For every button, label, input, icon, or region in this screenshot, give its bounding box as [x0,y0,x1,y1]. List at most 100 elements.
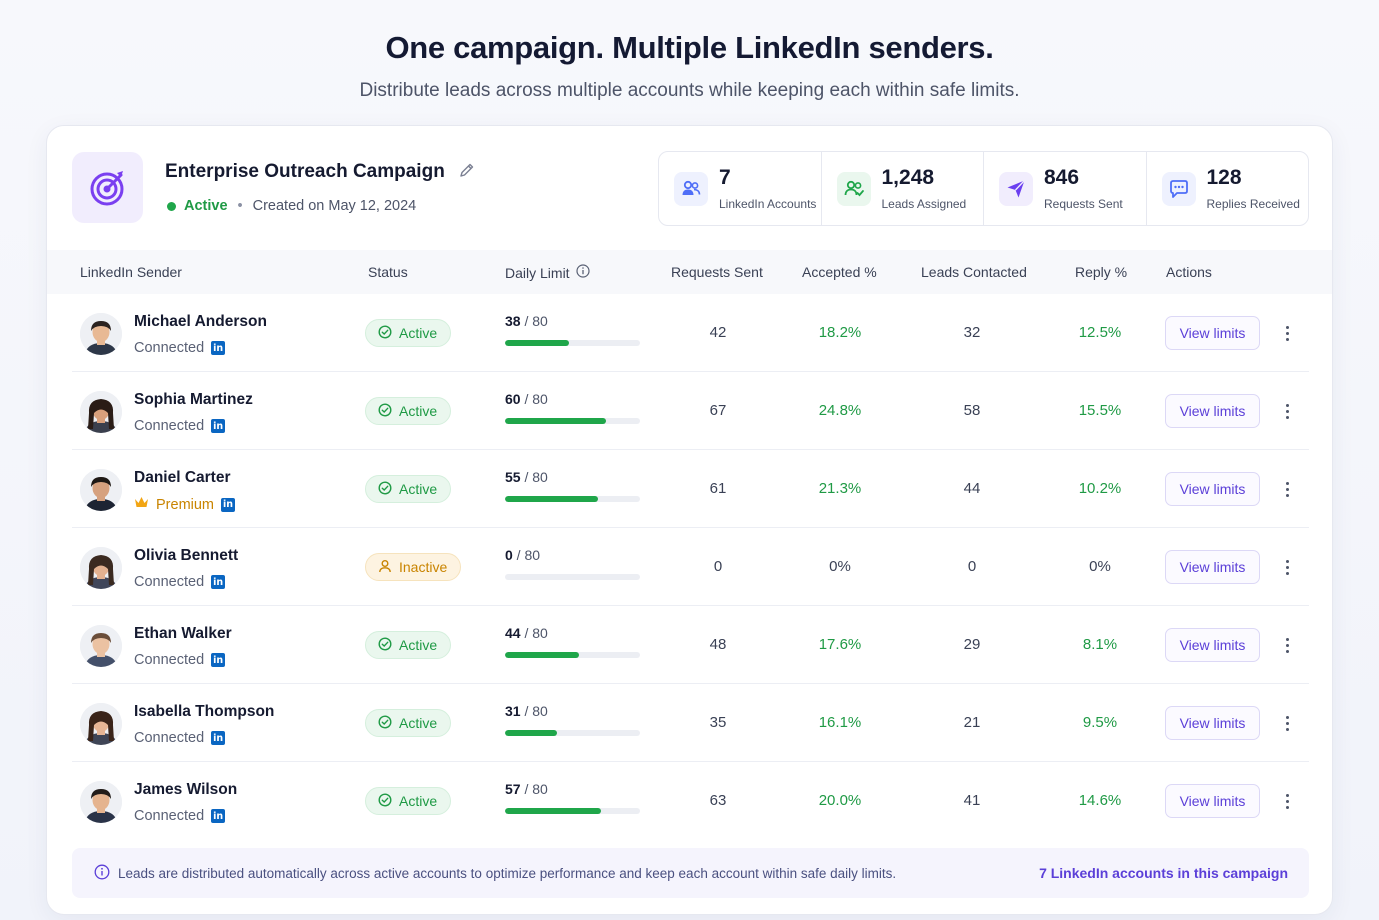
sender-name[interactable]: Michael Anderson [134,313,267,330]
stat-label: LinkedIn Accounts [719,196,817,211]
separator-dot: • [237,198,243,214]
header-daily-label: Daily Limit [505,264,570,281]
campaign-status: Active [184,198,228,214]
sender-name[interactable]: Ethan Walker [134,625,232,642]
header-sender[interactable]: LinkedIn Sender [80,264,182,280]
header-requests[interactable]: Requests Sent [671,264,763,280]
avatar [80,781,122,823]
reply-rate: 0% [1089,558,1111,575]
avatar [80,703,122,745]
sender-substatus: Connected in [134,340,226,356]
accepted-rate: 0% [829,558,851,575]
sender-substatus: Connected in [134,808,226,824]
linkedin-icon[interactable]: in [211,653,226,667]
daily-max: 80 [532,469,548,485]
linkedin-icon[interactable]: in [211,731,226,745]
more-vertical-icon[interactable] [1280,475,1294,503]
table-row: Isabella Thompson Connected in Active 31 / 8… [72,684,1309,762]
daily-limit-text: 31 / 80 [505,703,548,719]
sender-substatus-label: Connected [134,652,205,668]
sender-substatus: Premium in [134,496,236,513]
daily-limit-fill [505,652,580,658]
requests-sent: 42 [709,324,727,341]
avatar [80,469,122,511]
avatar [80,625,122,667]
more-vertical-icon[interactable] [1280,709,1294,737]
sender-name[interactable]: Sophia Martinez [134,391,253,408]
sender-name[interactable]: Daniel Carter [134,469,231,486]
view-limits-button[interactable]: View limits [1165,316,1260,350]
campaign-name: Enterprise Outreach Campaign [165,161,445,182]
linkedin-icon[interactable]: in [211,575,226,589]
view-limits-button[interactable]: View limits [1165,628,1260,662]
header-status[interactable]: Status [368,264,408,280]
view-limits-button[interactable]: View limits [1165,706,1260,740]
status-badge: Active [365,709,452,737]
chat-icon [1161,171,1196,206]
daily-used: 44 [505,625,521,641]
table-row: Olivia Bennett Connected in Inactive 0 / 80 0… [72,528,1309,606]
more-vertical-icon[interactable] [1280,553,1294,581]
linkedin-icon[interactable]: in [211,809,226,823]
daily-limit-fill [505,808,602,814]
view-limits-button[interactable]: View limits [1165,472,1260,506]
status-badge: Active [365,631,452,659]
linkedin-icon[interactable]: in [221,497,236,512]
stat-linkedin-accounts: 7 LinkedIn Accounts [659,152,822,225]
sender-substatus: Connected in [134,652,226,668]
accepted-rate: 21.3% [818,480,862,497]
daily-limit-bar [505,652,640,658]
view-limits-button[interactable]: View limits [1165,784,1260,818]
pencil-icon[interactable] [459,162,475,183]
header-accepted[interactable]: Accepted % [802,264,877,280]
daily-used: 0 [505,547,513,563]
requests-sent: 0 [713,558,723,575]
daily-limit-fill [505,340,570,346]
accounts-link[interactable]: 7 LinkedIn accounts in this campaign [1039,865,1288,881]
daily-limit-text: 55 / 80 [505,469,548,485]
requests-sent: 67 [709,402,727,419]
status-badge: Active [365,787,452,815]
linkedin-icon[interactable]: in [211,341,226,355]
check-circle-icon [378,480,392,498]
reply-rate: 14.6% [1078,792,1122,809]
header-actions: Actions [1166,264,1212,280]
status-label: Active [399,715,438,731]
status-label: Active [399,481,438,497]
view-limits-button[interactable]: View limits [1165,394,1260,428]
check-circle-icon [378,324,392,342]
leads-contacted: 44 [963,480,981,497]
status-badge: Active [365,319,452,347]
daily-limit-text: 57 / 80 [505,781,548,797]
daily-limit-text: 60 / 80 [505,391,548,407]
sender-name[interactable]: Isabella Thompson [134,703,275,720]
campaign-card: Enterprise Outreach Campaign Active • Cr… [46,125,1333,915]
more-vertical-icon[interactable] [1280,397,1294,425]
footer-message: Leads are distributed automatically acro… [118,865,897,881]
more-vertical-icon[interactable] [1280,319,1294,347]
check-circle-icon [378,714,392,732]
status-badge: Inactive [365,553,462,581]
more-vertical-icon[interactable] [1280,631,1294,659]
sender-name[interactable]: James Wilson [134,781,238,798]
daily-limit-bar [505,730,640,736]
view-limits-button[interactable]: View limits [1165,550,1260,584]
more-vertical-icon[interactable] [1280,787,1294,815]
sender-substatus-label: Connected [134,418,205,434]
header-daily-limit[interactable]: Daily Limit [505,264,590,281]
info-icon[interactable] [575,264,590,281]
header-leads[interactable]: Leads Contacted [921,264,1027,280]
reply-rate: 9.5% [1082,714,1118,731]
sender-substatus-label: Connected [134,730,205,746]
page-title: One campaign. Multiple LinkedIn senders. [385,30,994,65]
requests-sent: 48 [709,636,727,653]
linkedin-icon[interactable]: in [211,419,226,433]
sender-name[interactable]: Olivia Bennett [134,547,239,564]
stat-replies-received: 128 Replies Received [1147,152,1309,225]
requests-sent: 63 [709,792,727,809]
daily-limit-bar [505,808,640,814]
info-icon [94,864,110,883]
sender-substatus-label: Connected [134,340,205,356]
header-reply[interactable]: Reply % [1075,264,1128,280]
table-row: Daniel Carter Premium in Active 55 / 80 61 21.… [72,450,1309,528]
